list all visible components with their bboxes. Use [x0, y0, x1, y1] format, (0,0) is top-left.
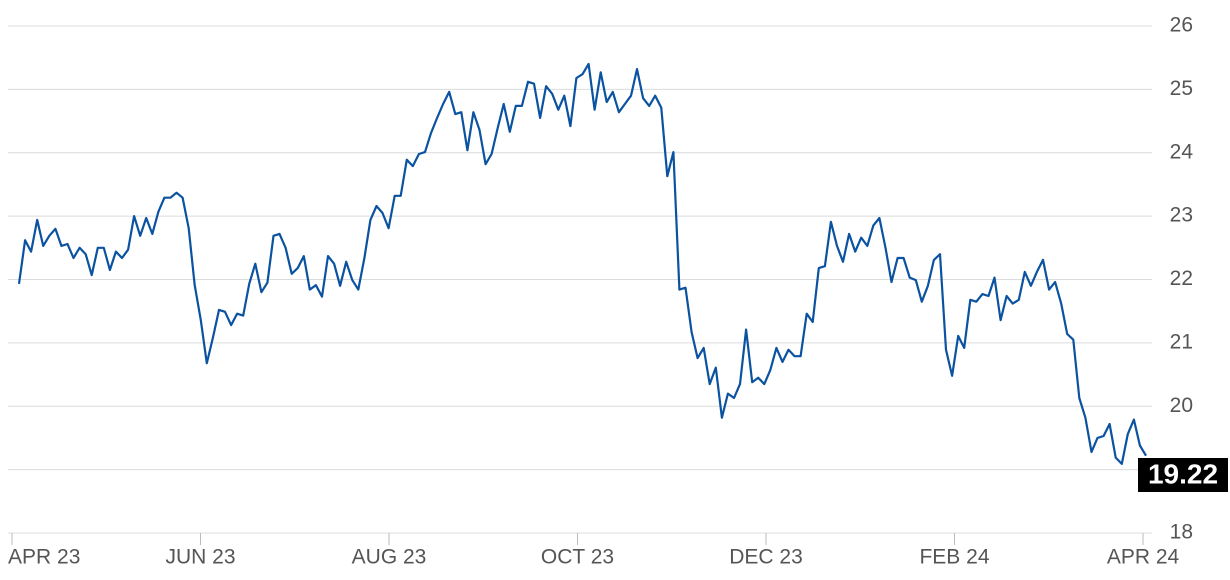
x-tick-label: APR 23: [8, 546, 80, 569]
y-tick-label: 21: [1170, 330, 1193, 353]
x-tick-label: AUG 23: [352, 546, 427, 569]
x-tick-label: APR 24: [1107, 546, 1180, 569]
x-tick-label: FEB 24: [919, 546, 989, 569]
last-value-box: [1138, 458, 1228, 492]
y-tick-label: 18: [1170, 521, 1193, 544]
y-tick-label: 20: [1170, 394, 1193, 417]
y-tick-label: 24: [1170, 140, 1194, 163]
y-tick-label: 25: [1170, 77, 1193, 100]
x-tick-label: DEC 23: [729, 546, 803, 569]
x-tick-label: OCT 23: [541, 546, 614, 569]
x-tick-label: JUN 23: [165, 546, 235, 569]
price-line: [17, 62, 1147, 465]
y-tick-label: 26: [1170, 14, 1193, 37]
y-tick-label: 22: [1170, 267, 1193, 290]
y-tick-label: 23: [1170, 204, 1193, 227]
last-value-label: 19.22: [1148, 458, 1218, 489]
